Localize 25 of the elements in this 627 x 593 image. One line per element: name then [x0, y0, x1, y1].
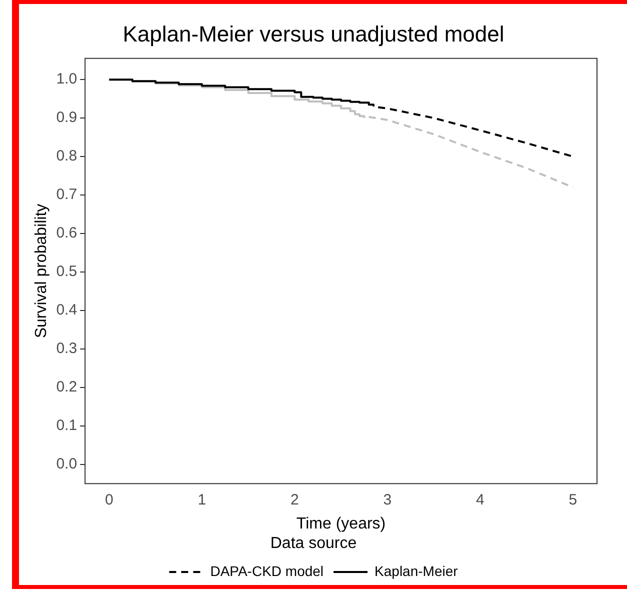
x-tick-label: 1 [198, 492, 206, 509]
legend-label: Kaplan-Meier [374, 562, 458, 579]
x-tick-label: 5 [568, 492, 578, 509]
y-tick-label: 0.3 [56, 340, 78, 358]
y-tick-label: 0.5 [56, 263, 78, 280]
line-series [377, 106, 574, 158]
y-tick-label: 0.9 [56, 109, 78, 126]
x-tick-label: 0 [104, 492, 114, 509]
y-tick-label: 0.0 [56, 456, 78, 472]
x-axis-title: Time (years) [296, 516, 386, 533]
y-axis-title: Survival probability [33, 204, 50, 338]
y-tick-label: 0.6 [56, 224, 78, 242]
y-tick-label: 1.0 [56, 70, 78, 88]
legend-label: DAPA-CKD model [210, 562, 324, 579]
y-tick-label: 0.2 [56, 378, 78, 396]
line-series [368, 116, 574, 188]
y-tick-label: 0.8 [56, 148, 78, 165]
chart-title: Kaplan-Meier versus unadjusted model [122, 21, 504, 46]
legend-title: Data source [270, 535, 357, 552]
y-tick-label: 0.7 [56, 186, 78, 204]
y-tick-label: 0.1 [56, 417, 78, 434]
y-tick-label: 0.4 [56, 302, 78, 319]
x-tick-label: 3 [383, 492, 392, 509]
x-tick-label: 4 [476, 492, 484, 509]
x-tick-label: 2 [290, 492, 299, 509]
